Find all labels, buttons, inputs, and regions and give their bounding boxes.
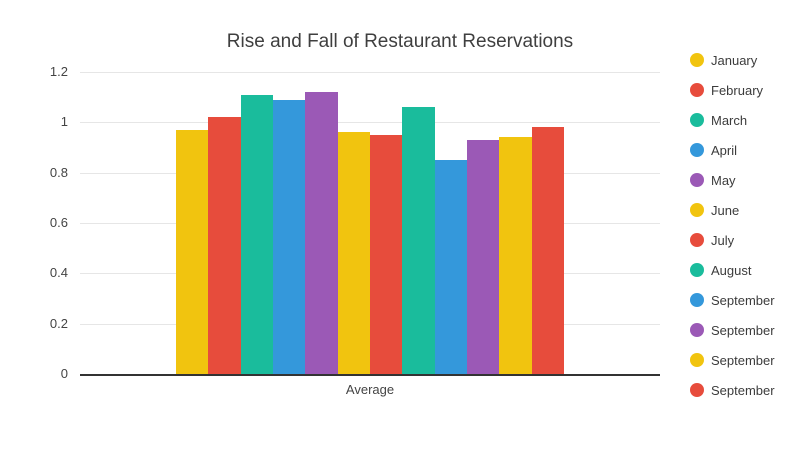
legend-item-label: September — [711, 322, 775, 338]
x-axis-line — [80, 374, 660, 376]
bar-september-9[interactable] — [434, 160, 467, 374]
legend-item-label: May — [711, 172, 736, 188]
gridline-1.2 — [80, 72, 660, 73]
gridline-1 — [80, 122, 660, 124]
y-tick-label-0.8: 0.8 — [49, 164, 68, 180]
y-tick-label-0.4: 0.4 — [49, 265, 68, 281]
bar-september-12[interactable] — [531, 127, 564, 374]
y-tick-label-0: 0 — [60, 366, 68, 381]
legend-item-label: June — [711, 202, 740, 218]
legend-item-june-6: June — [690, 195, 775, 225]
y-tick-label-0.2: 0.2 — [49, 315, 68, 331]
legend-circle-icon — [690, 83, 704, 97]
bar-march-3[interactable] — [240, 94, 273, 374]
legend-item-september-9: September — [690, 285, 775, 315]
legend-circle-icon — [690, 203, 704, 217]
legend-item-september-12: September — [690, 375, 775, 405]
y-axis: 0 0.2 0.4 0.6 0.8 1 1.2 — [0, 64, 68, 381]
legend-circle-icon — [690, 53, 704, 67]
legend: January February March April May June July Augu… — [690, 45, 775, 405]
chart-title: Rise and Fall of Restaurant Reservations — [226, 31, 574, 52]
bar-september-10[interactable] — [466, 139, 500, 374]
legend-circle-icon — [690, 263, 704, 277]
y-tick-label-1: 1 — [60, 114, 68, 130]
legend-item-february-2: February — [690, 75, 775, 105]
legend-circle-icon — [690, 173, 704, 187]
legend-item-label: September — [711, 352, 775, 368]
legend-circle-icon — [690, 293, 704, 307]
legend-item-label: September — [711, 382, 775, 398]
bar-september-11[interactable] — [499, 137, 532, 374]
legend-item-label: January — [711, 52, 758, 68]
legend-item-label: February — [711, 82, 764, 98]
bar-february-2[interactable] — [208, 117, 241, 374]
y-tick-label-0.6: 0.6 — [49, 215, 68, 230]
bar-april-4[interactable] — [272, 99, 306, 374]
legend-item-label: September — [711, 292, 775, 308]
legend-item-label: August — [711, 262, 752, 278]
legend-item-april-4: April — [690, 135, 775, 165]
legend-circle-icon — [690, 383, 704, 397]
legend-item-january-1: January — [690, 45, 775, 75]
bar-june-6[interactable] — [337, 132, 370, 374]
bar-january-1[interactable] — [176, 129, 209, 374]
bar-may-5[interactable] — [305, 92, 338, 374]
legend-item-september-11: September — [690, 345, 775, 375]
bar-august-8[interactable] — [402, 107, 435, 374]
legend-item-label: July — [711, 232, 735, 248]
legend-item-label: April — [711, 142, 738, 158]
legend-circle-icon — [690, 143, 704, 157]
legend-circle-icon — [690, 353, 704, 367]
legend-circle-icon — [690, 233, 704, 247]
legend-item-may-5: May — [690, 165, 775, 195]
y-tick-label-1.2: 1.2 — [49, 64, 68, 79]
legend-circle-icon — [690, 113, 704, 127]
bar-july-7[interactable] — [369, 134, 403, 374]
legend-item-label: March — [711, 112, 748, 128]
x-category-label: Average — [345, 382, 395, 397]
bar-group-average — [176, 72, 564, 374]
plot-area — [80, 72, 660, 374]
legend-item-march-3: March — [690, 105, 775, 135]
legend-item-september-10: September — [690, 315, 775, 345]
legend-item-august-8: August — [690, 255, 775, 285]
legend-circle-icon — [690, 323, 704, 337]
legend-item-july-7: July — [690, 225, 775, 255]
